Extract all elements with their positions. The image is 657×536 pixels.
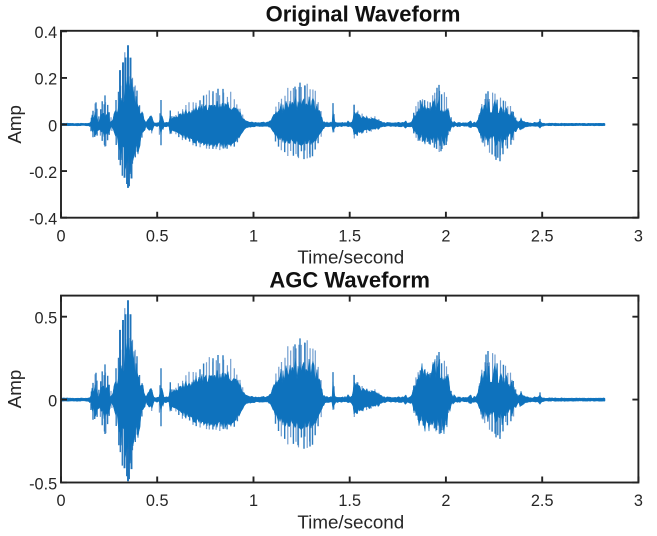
svg-text:-0.5: -0.5 [29,475,57,493]
svg-text:Amp: Amp [4,370,25,409]
svg-text:0: 0 [56,227,65,245]
svg-text:1.5: 1.5 [338,492,361,510]
svg-text:-0.4: -0.4 [29,211,57,229]
svg-text:-0.2: -0.2 [29,164,57,182]
svg-text:0: 0 [56,492,65,510]
svg-text:2.5: 2.5 [531,227,554,245]
svg-text:3: 3 [634,492,643,510]
svg-text:0.5: 0.5 [146,492,169,510]
svg-text:0.5: 0.5 [35,310,58,328]
svg-text:0: 0 [48,117,57,135]
svg-text:2.5: 2.5 [531,492,554,510]
svg-text:Time/second: Time/second [297,247,404,268]
svg-text:1: 1 [249,492,258,510]
svg-text:Original Waveform: Original Waveform [266,2,461,27]
svg-text:Time/second: Time/second [297,512,404,533]
svg-text:AGC Waveform: AGC Waveform [269,268,430,293]
svg-text:0.2: 0.2 [35,71,58,89]
svg-text:0.4: 0.4 [35,24,58,42]
svg-text:1.5: 1.5 [338,227,361,245]
svg-text:3: 3 [634,227,643,245]
svg-text:2: 2 [441,492,450,510]
svg-text:0: 0 [48,392,57,410]
svg-text:0.5: 0.5 [146,227,169,245]
svg-text:Amp: Amp [4,105,25,144]
svg-text:2: 2 [441,227,450,245]
svg-text:1: 1 [249,227,258,245]
